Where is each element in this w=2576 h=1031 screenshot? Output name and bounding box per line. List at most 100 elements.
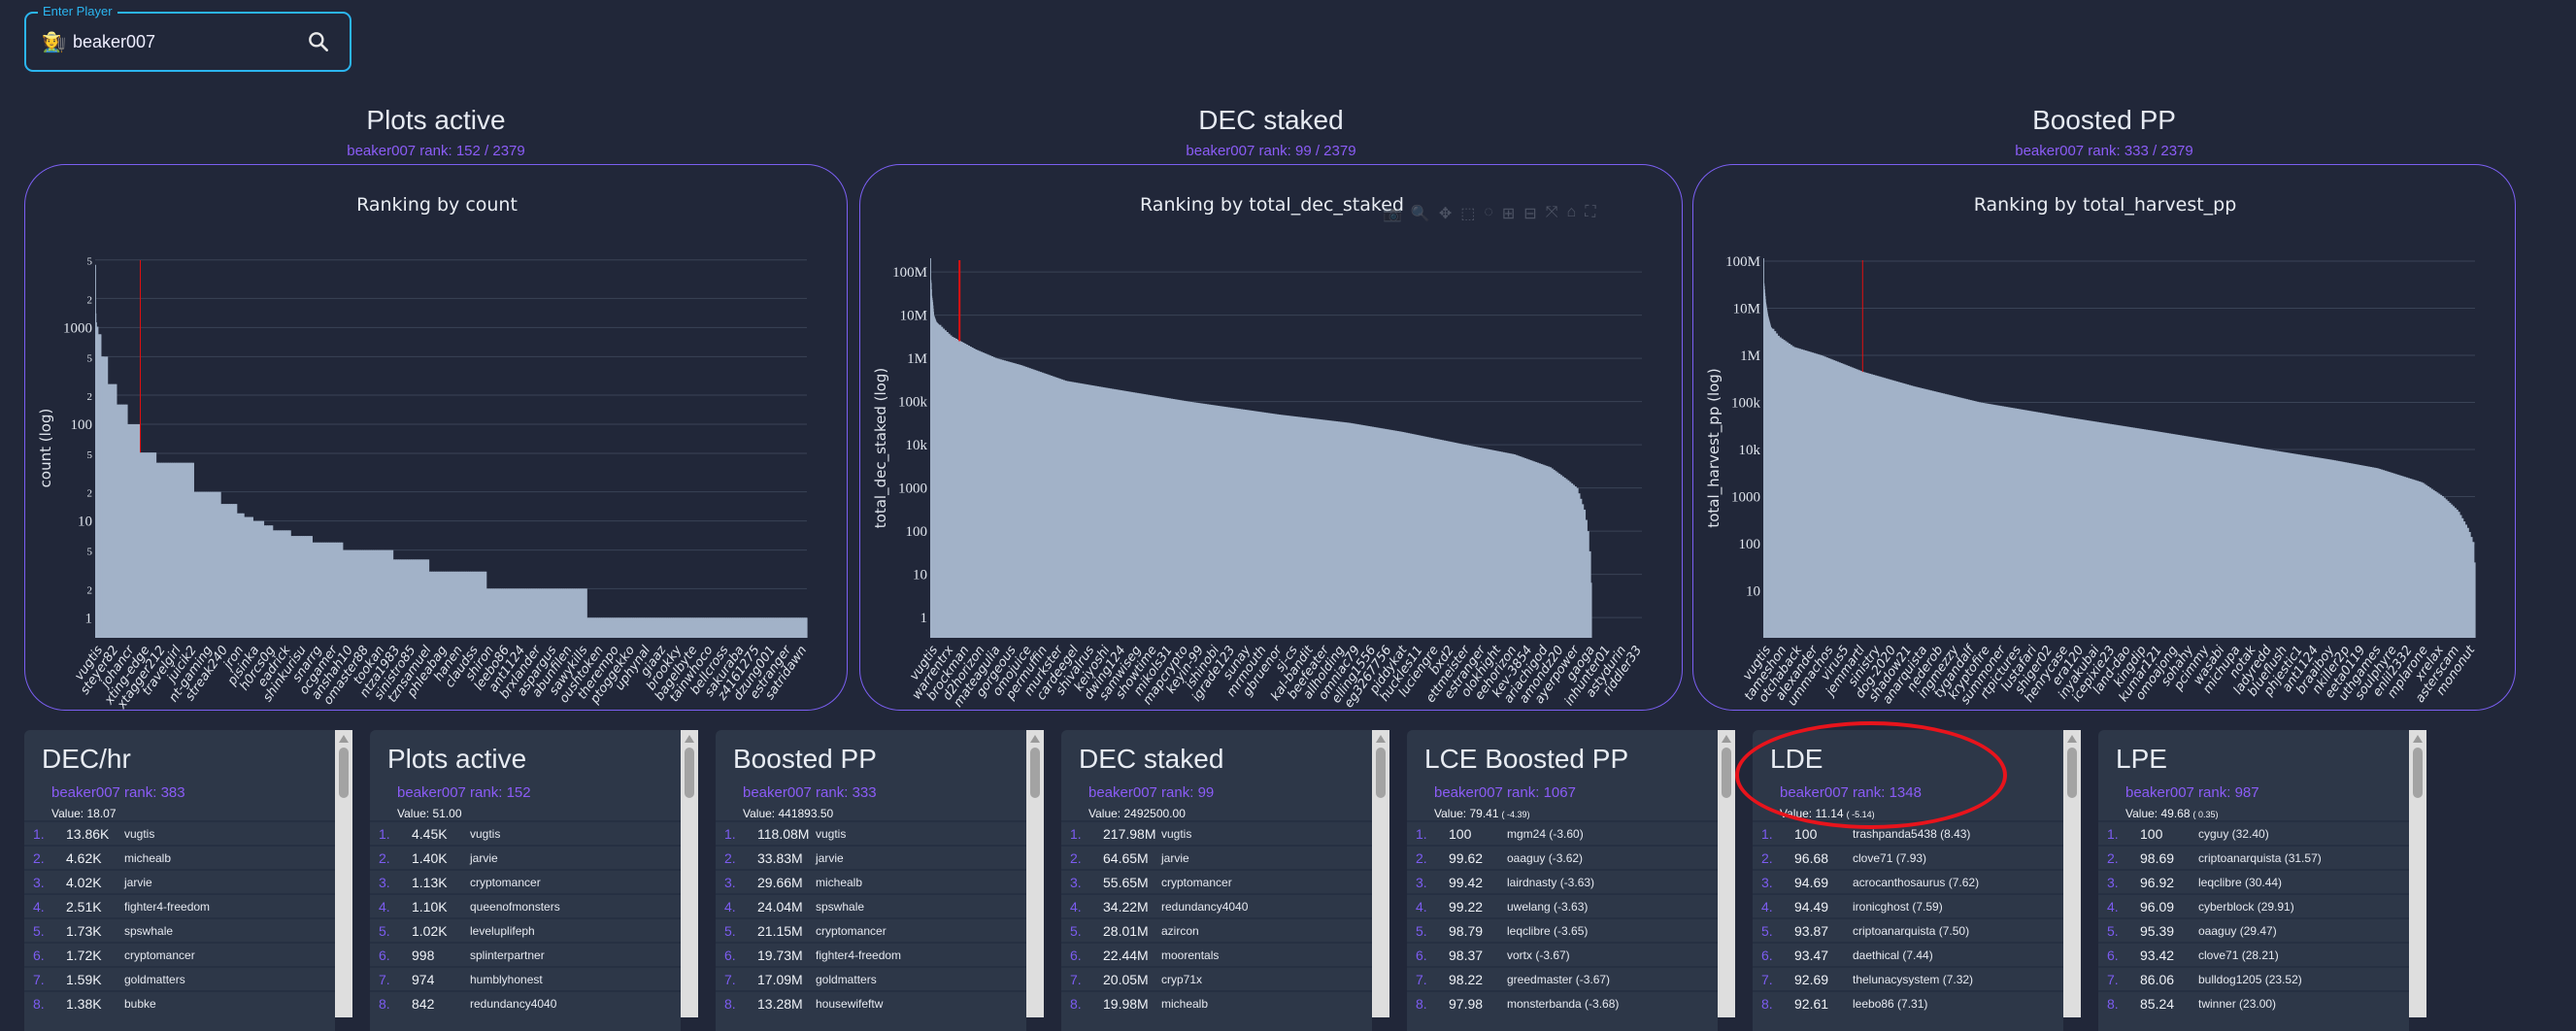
- bar[interactable]: [1087, 384, 1090, 638]
- bar[interactable]: [942, 328, 946, 638]
- bar[interactable]: [316, 542, 318, 638]
- bar[interactable]: [1931, 390, 1934, 638]
- bar[interactable]: [1319, 419, 1322, 638]
- bar[interactable]: [1073, 382, 1077, 638]
- bar[interactable]: [2299, 454, 2302, 638]
- bar[interactable]: [1392, 430, 1396, 638]
- bar[interactable]: [119, 404, 123, 638]
- bar[interactable]: [462, 571, 466, 638]
- bar[interactable]: [1996, 405, 1999, 638]
- bar[interactable]: [1344, 422, 1348, 638]
- bar[interactable]: [731, 617, 735, 638]
- bar[interactable]: [2010, 408, 2014, 638]
- bar[interactable]: [728, 617, 731, 638]
- bar[interactable]: [1902, 383, 1906, 638]
- list-item[interactable]: 8. 19.98M michealb: [1061, 990, 1372, 1014]
- bar[interactable]: [674, 617, 678, 638]
- bar[interactable]: [1082, 383, 1086, 638]
- bar[interactable]: [996, 358, 999, 638]
- bar[interactable]: [938, 324, 942, 638]
- bar[interactable]: [1974, 401, 1978, 638]
- bar[interactable]: [434, 571, 437, 638]
- bar[interactable]: [1887, 379, 1890, 638]
- bar[interactable]: [694, 617, 697, 638]
- bar[interactable]: [782, 617, 786, 638]
- bar[interactable]: [735, 617, 739, 638]
- bar[interactable]: [464, 571, 467, 638]
- bar[interactable]: [362, 549, 365, 638]
- bar[interactable]: [703, 617, 706, 638]
- bar[interactable]: [1987, 403, 1991, 638]
- bar[interactable]: [265, 525, 268, 638]
- list-item[interactable]: 6. 1.72K cryptomancer: [24, 942, 335, 966]
- bar[interactable]: [613, 617, 617, 638]
- bar[interactable]: [610, 617, 613, 638]
- bar[interactable]: [604, 617, 608, 638]
- bar[interactable]: [2091, 420, 2094, 638]
- bar[interactable]: [324, 542, 327, 638]
- bar[interactable]: [805, 617, 808, 638]
- bar[interactable]: [1177, 399, 1181, 638]
- bar[interactable]: [2204, 439, 2207, 638]
- bar[interactable]: [982, 352, 985, 638]
- bar[interactable]: [1775, 333, 1779, 638]
- bar[interactable]: [115, 383, 117, 638]
- bar[interactable]: [1154, 395, 1157, 638]
- list-item[interactable]: 6. 93.47 daethical (7.44): [1753, 942, 2063, 966]
- bar[interactable]: [2367, 466, 2371, 638]
- bar[interactable]: [2050, 414, 2053, 638]
- bar[interactable]: [2168, 433, 2171, 638]
- bar[interactable]: [179, 462, 183, 638]
- bar[interactable]: [2234, 444, 2238, 638]
- bar[interactable]: [113, 383, 116, 638]
- bar[interactable]: [1583, 509, 1587, 638]
- bar[interactable]: [1221, 406, 1223, 638]
- bar[interactable]: [1513, 453, 1516, 638]
- bar[interactable]: [2468, 531, 2471, 638]
- bar[interactable]: [551, 588, 553, 638]
- bar[interactable]: [579, 588, 583, 638]
- bar[interactable]: [2195, 438, 2198, 638]
- bar[interactable]: [1062, 380, 1065, 638]
- bar[interactable]: [1198, 403, 1202, 638]
- bar[interactable]: [1418, 435, 1421, 638]
- bar[interactable]: [147, 452, 150, 638]
- bar[interactable]: [286, 530, 289, 638]
- bar[interactable]: [206, 491, 209, 638]
- bar[interactable]: [720, 617, 724, 638]
- bar[interactable]: [2056, 415, 2058, 638]
- bar[interactable]: [1033, 370, 1037, 638]
- bar[interactable]: [1352, 423, 1355, 638]
- bar[interactable]: [367, 549, 371, 638]
- bar[interactable]: [193, 491, 196, 638]
- bar[interactable]: [2339, 461, 2342, 638]
- bar[interactable]: [803, 617, 807, 638]
- bar[interactable]: [2335, 460, 2338, 638]
- bar-chart[interactable]: Ranking by count 1 2 5 10 2 5 100 2 5 1000 2 5 count …: [25, 165, 849, 712]
- bar[interactable]: [2073, 417, 2076, 638]
- bar[interactable]: [2080, 419, 2084, 638]
- bar[interactable]: [688, 617, 692, 638]
- bar[interactable]: [2340, 461, 2344, 638]
- bar[interactable]: [527, 588, 530, 638]
- bar[interactable]: [764, 617, 767, 638]
- bar[interactable]: [2388, 471, 2391, 638]
- bar[interactable]: [2136, 428, 2139, 638]
- bar[interactable]: [1285, 415, 1288, 638]
- bar[interactable]: [151, 452, 153, 638]
- bar[interactable]: [445, 571, 448, 638]
- bar[interactable]: [1834, 360, 1838, 638]
- bar[interactable]: [2058, 416, 2062, 638]
- bar[interactable]: [441, 571, 444, 638]
- bar[interactable]: [141, 452, 145, 638]
- bar[interactable]: [1921, 387, 1924, 638]
- bar[interactable]: [1529, 459, 1532, 638]
- bar[interactable]: [2105, 423, 2109, 638]
- bar[interactable]: [1416, 435, 1420, 638]
- bar[interactable]: [1829, 358, 1832, 638]
- bar[interactable]: [1967, 399, 1970, 638]
- bar[interactable]: [1288, 416, 1291, 638]
- bar[interactable]: [1001, 359, 1005, 638]
- bar[interactable]: [2174, 434, 2177, 638]
- bar[interactable]: [1843, 364, 1847, 638]
